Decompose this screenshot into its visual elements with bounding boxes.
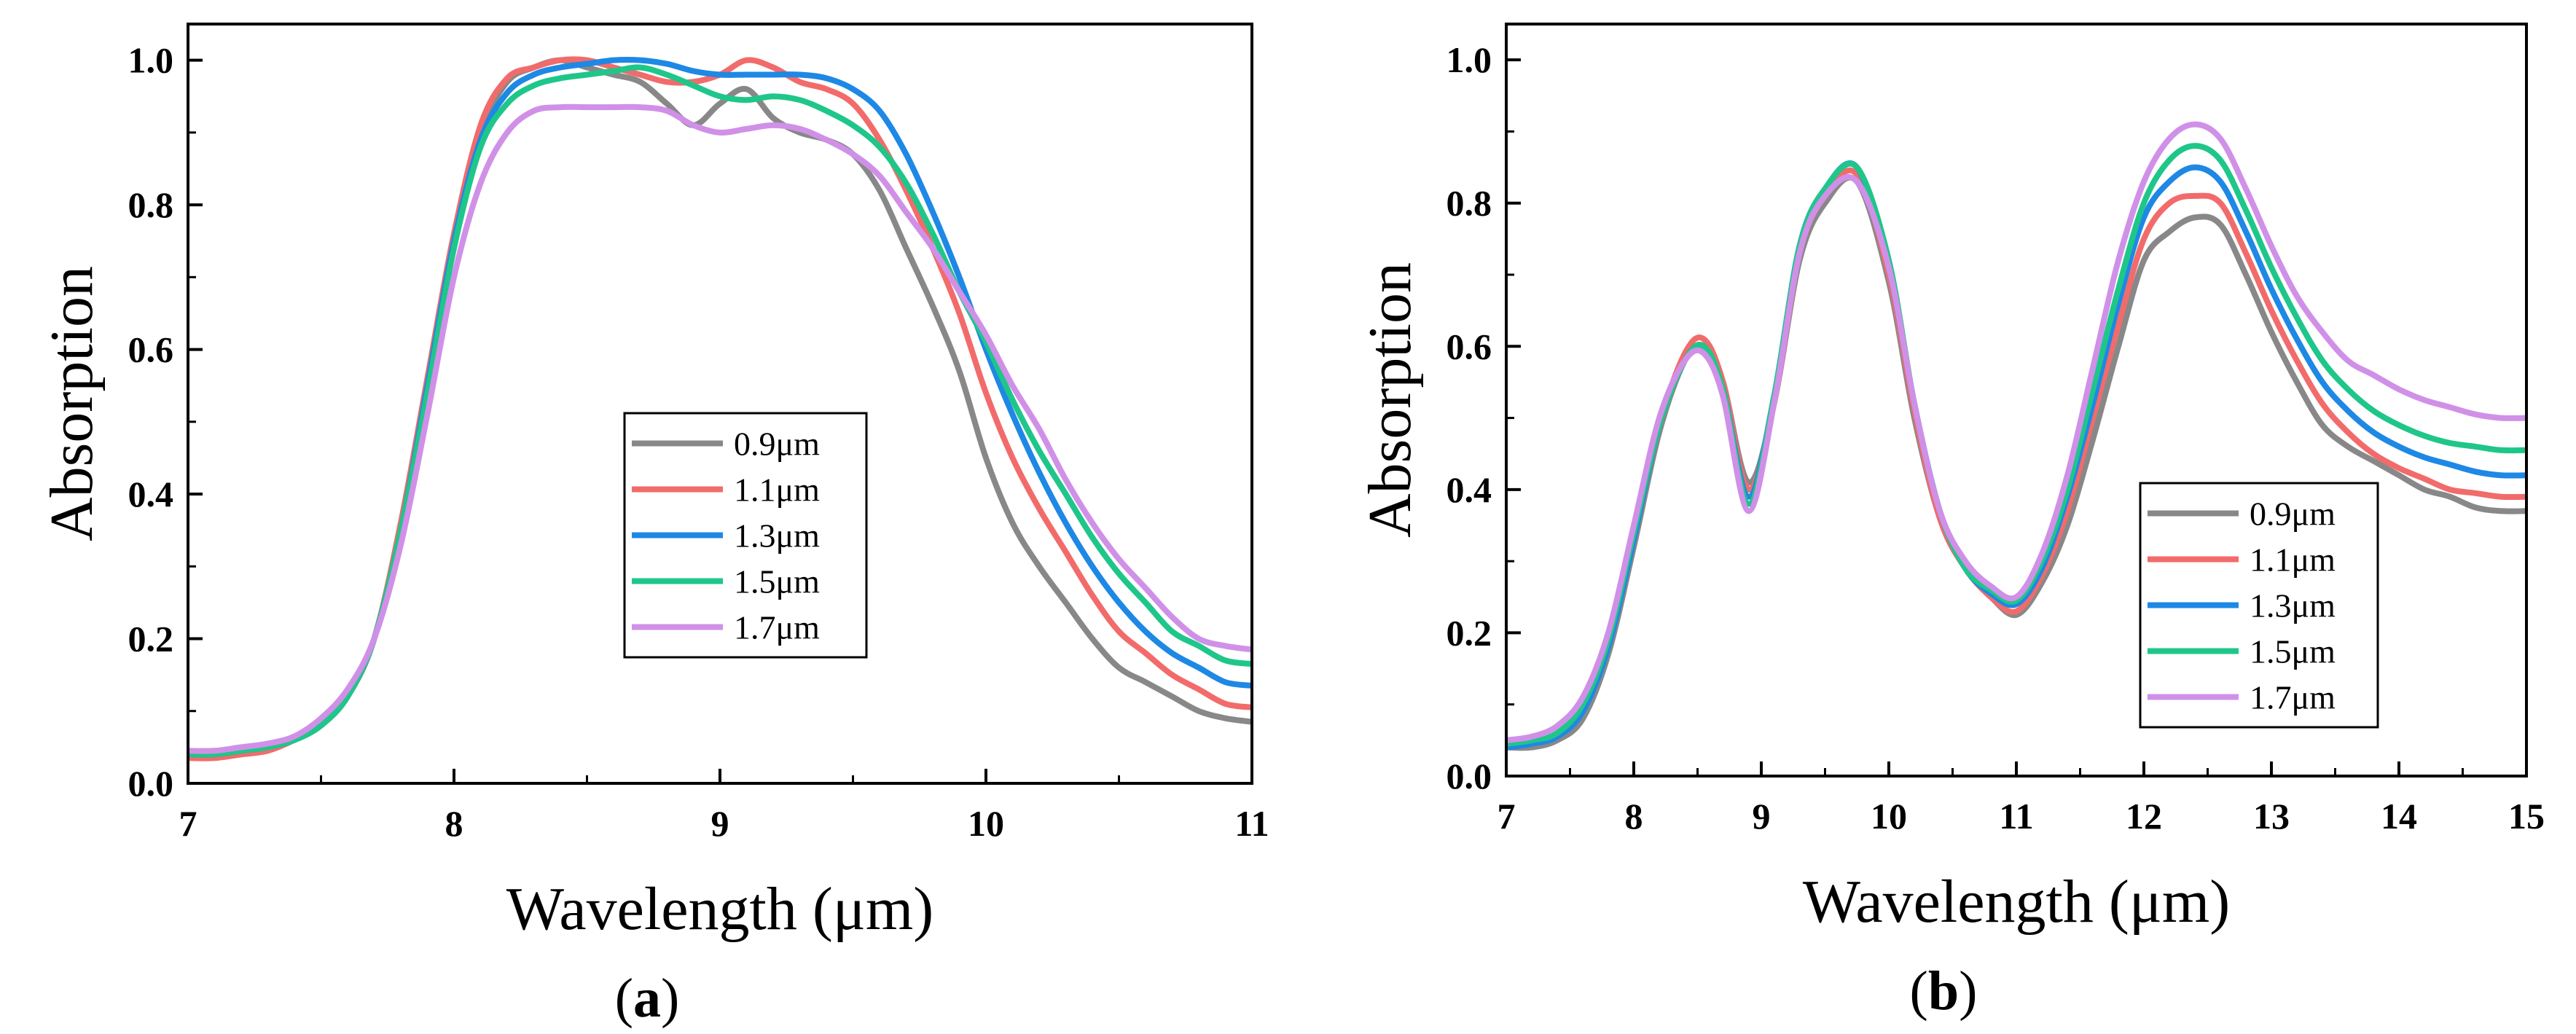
x-tick-label: 7 [1498,796,1516,837]
y-axis-title: Absorption [1356,262,1424,538]
y-tick-label: 1.0 [1446,39,1492,80]
legend-label-5: 1.7μm [2250,679,2336,716]
x-tick-label: 9 [711,803,729,844]
legend: 0.9μm 1.1μm 1.3μm 1.5μm 1.7μm [623,412,868,659]
x-tick-label: 8 [445,803,463,844]
plot-frame [187,23,1253,785]
y-tick-label: 0.8 [1446,183,1492,224]
x-tick-label: 15 [2508,796,2545,837]
series-layer [1506,121,2526,751]
axis-ticks: 7 8 9 10 11 12 13 14 15 0.0 0.2 0.4 0.6 0.8 1.0 [1446,39,2545,837]
panel-label-close: ) [1959,960,1977,1022]
series-line-5 [1506,121,2526,743]
y-tick-label: 0.6 [128,329,174,370]
legend-label-3: 1.3μm [2250,587,2336,624]
panel-letter: a [633,968,661,1029]
y-tick-label: 0.2 [1446,612,1492,653]
panel-label: (b) [1910,960,1978,1022]
panel-label: (a) [615,968,680,1029]
legend-label-3: 1.3μm [734,517,820,555]
x-tick-label: 14 [2381,796,2417,837]
y-tick-label: 0.8 [128,184,174,225]
x-tick-label: 7 [179,803,197,844]
y-tick-label: 0.0 [128,763,174,804]
series-line-5 [188,103,1252,754]
x-axis-title: Wavelength (μm) [1803,868,2230,936]
x-tick-label: 10 [968,803,1004,844]
x-tick-label: 11 [1999,796,2033,837]
y-axis-title: Absorption [38,266,106,541]
x-tick-label: 13 [2253,796,2290,837]
y-tick-label: 0.4 [1446,469,1492,510]
legend-label-5: 1.7μm [734,609,820,646]
x-tick-label: 12 [2126,796,2162,837]
panel-label-close: ) [661,968,679,1029]
chart-panel-a: 7 8 9 10 11 0.0 0.2 0.4 0.6 0.8 1.0 Wavelength (μm… [38,23,1269,1029]
legend-label-1: 0.9μm [734,426,820,463]
y-tick-label: 0.0 [1446,756,1492,796]
axis-ticks: 7 8 9 10 11 0.0 0.2 0.4 0.6 0.8 1.0 [128,40,1269,844]
y-tick-label: 1.0 [128,40,174,81]
legend-label-4: 1.5μm [734,563,820,600]
panel-label-open: ( [1910,960,1928,1022]
legend: 0.9μm 1.1μm 1.3μm 1.5μm 1.7μm [2139,482,2379,729]
x-tick-label: 8 [1625,796,1643,837]
x-tick-label: 9 [1753,796,1771,837]
legend-label-2: 1.1μm [734,471,820,509]
legend-label-2: 1.1μm [2250,541,2336,579]
series-layer [188,56,1252,761]
y-tick-label: 0.4 [128,474,174,514]
y-tick-label: 0.2 [128,619,174,659]
y-tick-label: 0.6 [1446,326,1492,367]
chart-panel-b: 7 8 9 10 11 12 13 14 15 0.0 0.2 0.4 0.6 0.8 1.0 Wavele… [1356,23,2545,1022]
x-tick-label: 10 [1871,796,1907,837]
x-tick-label: 11 [1234,803,1269,844]
legend-label-1: 0.9μm [2250,496,2336,533]
legend-label-4: 1.5μm [2250,633,2336,670]
x-axis-title: Wavelength (μm) [506,875,933,943]
panel-letter: b [1928,960,1959,1022]
panel-label-open: ( [615,968,633,1029]
